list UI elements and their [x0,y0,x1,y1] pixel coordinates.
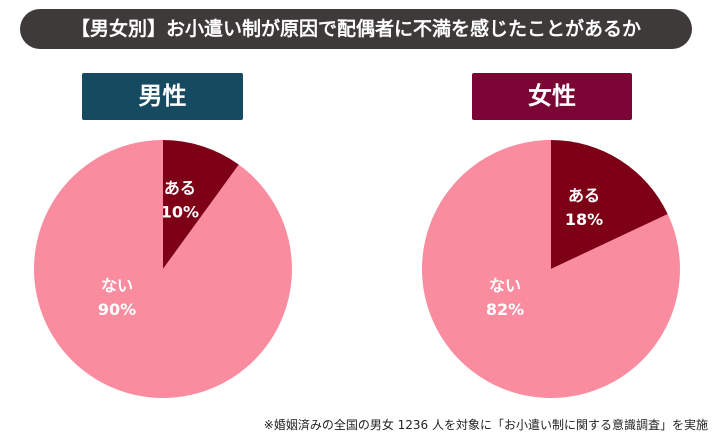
male-slice-label-yes: ある [164,179,196,198]
female-slice-label-no: ない [489,276,521,295]
male-slice-value-yes: 10% [161,203,199,222]
female-pie-title: 女性 [472,73,632,120]
male-pie-title: 男性 [82,73,243,120]
male-slice-yes [163,140,239,269]
female-slice-label-yes: ある [568,186,600,205]
male-slice-label-no: ない [101,276,133,295]
male-slice-value-no: 90% [98,300,136,319]
chart-title: 【男女別】お小遣い制が原因で配偶者に不満を感じたことがあるか [20,9,692,49]
footnote: ※婚姻済みの全国の男女 1236 人を対象に「お小遣い制に関する意識調査」を実施 [263,418,708,432]
female-slice-value-no: 82% [486,300,524,319]
male-slice-no [33,140,292,398]
female-slice-yes [551,140,668,269]
female-slice-no [421,140,680,398]
female-slice-value-yes: 18% [565,210,603,229]
